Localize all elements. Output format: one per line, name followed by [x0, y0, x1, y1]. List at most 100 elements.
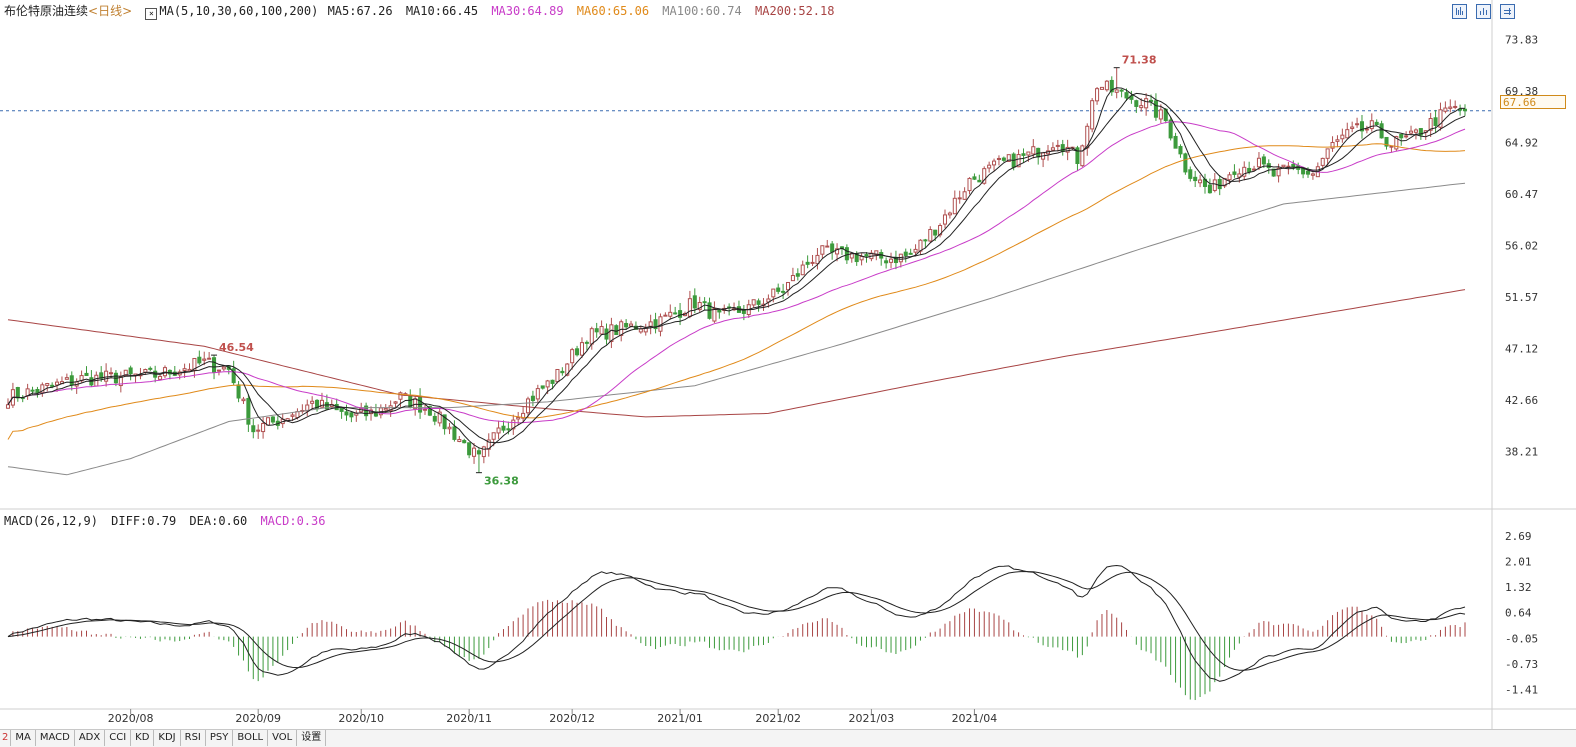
candle-body [197, 356, 202, 364]
candle-body [589, 328, 594, 345]
tab-vol[interactable]: VOL [268, 730, 298, 746]
candle-body [290, 414, 295, 417]
ma100-value: MA100:60.74 [662, 4, 742, 18]
month-label: 2020/09 [235, 712, 281, 725]
tab-adx[interactable]: ADX [75, 730, 106, 746]
candle-body [1428, 117, 1433, 131]
candle-body [579, 342, 584, 356]
candle-body [1247, 167, 1252, 173]
candle-body [123, 369, 128, 377]
tab-cci[interactable]: CCI [105, 730, 132, 746]
candle-body [108, 372, 114, 375]
tab-index[interactable]: 2 [0, 730, 12, 746]
candle-body [771, 288, 776, 298]
candle-body [45, 383, 50, 386]
zoom-in-icon[interactable] [1452, 4, 1467, 19]
candle-body [1026, 151, 1031, 156]
expand-icon[interactable] [1500, 4, 1516, 19]
ma60-line [7, 143, 1466, 440]
candle-body [501, 425, 506, 431]
candle-body [256, 429, 261, 432]
last-price-flag: 67.66 [1500, 95, 1566, 109]
candle-body [830, 243, 835, 253]
candle-body [202, 358, 207, 361]
candle-body [1168, 119, 1173, 139]
candle-body [1310, 173, 1315, 176]
candle-body [889, 258, 894, 263]
candle-body [648, 321, 653, 327]
tab-rsi[interactable]: RSI [181, 730, 206, 746]
candle-body [270, 416, 275, 423]
tab-ma[interactable]: MA [11, 730, 36, 746]
candle-body [69, 375, 74, 386]
tab-boll[interactable]: BOLL [233, 730, 269, 746]
candle-body [143, 369, 148, 373]
tab-settings[interactable]: 设置 [297, 730, 327, 746]
candle-body [383, 408, 388, 411]
candle-body [678, 310, 683, 318]
candle-body [55, 381, 60, 386]
candle-body [251, 425, 256, 433]
candle-body [241, 398, 246, 402]
candle-body [1080, 145, 1085, 167]
candle-body [187, 368, 192, 372]
price-tick-label: 51.57 [1505, 291, 1538, 304]
macd-tick-label: -1.41 [1505, 684, 1538, 697]
candle-body [1340, 134, 1345, 140]
candle-body [1369, 120, 1374, 130]
candle-body [1399, 134, 1404, 139]
instrument-title: 布伦特原油连续 [4, 4, 89, 18]
ma10-value: MA10:66.45 [405, 4, 479, 18]
zoom-out-icon[interactable] [1476, 4, 1492, 19]
candle-body [1227, 174, 1232, 181]
candle-body [1139, 105, 1144, 109]
candle-body [1438, 109, 1443, 128]
tab-kd[interactable]: KD [131, 730, 155, 746]
macd-tick-label: -0.05 [1505, 633, 1538, 646]
candle-body [50, 384, 55, 387]
ma60-value: MA60:65.06 [576, 4, 650, 18]
candle-body [609, 324, 614, 342]
price-tick-label: 47.12 [1505, 342, 1538, 355]
candle-body [1021, 153, 1026, 156]
candle-body [987, 164, 992, 169]
candle-body [1232, 171, 1237, 175]
candle-body [1075, 147, 1080, 164]
period-label[interactable]: <日线> [88, 4, 133, 18]
tab-macd[interactable]: MACD [36, 730, 75, 746]
candle-body [697, 302, 702, 311]
candle-body [1261, 156, 1266, 165]
tab-psy[interactable]: PSY [206, 730, 234, 746]
tab-kdj[interactable]: KDJ [154, 730, 181, 746]
candle-body [5, 404, 11, 409]
candle-body [575, 348, 580, 356]
ma-toggle-icon[interactable]: × [145, 8, 158, 20]
candle-body [550, 379, 555, 384]
candle-body [908, 252, 913, 255]
candle-body [1453, 105, 1458, 108]
candle-body [295, 411, 300, 419]
ma200-value: MA200:52.18 [755, 4, 835, 18]
month-label: 2020/11 [446, 712, 492, 725]
candle-body [525, 398, 531, 414]
candle-body [1158, 109, 1163, 120]
candle-body [638, 328, 643, 333]
candle-body [1413, 129, 1418, 133]
candle-body [442, 414, 447, 430]
candle-body [810, 261, 815, 264]
candle-body [1384, 136, 1389, 147]
candle-body [1050, 147, 1055, 151]
candle-body [942, 214, 948, 225]
candle-body [305, 404, 310, 412]
candle-body [952, 197, 957, 215]
candle-body [1207, 184, 1212, 194]
candle-body [64, 377, 69, 380]
macd-dea: DEA:0.60 [189, 514, 248, 528]
candle-body [1330, 141, 1335, 149]
candle-body [844, 247, 849, 261]
candle-body [1305, 170, 1311, 175]
candle-body [1335, 139, 1340, 142]
candle-body [545, 380, 550, 388]
candle-body [1242, 166, 1247, 177]
ma-legend: 布伦特原油连续<日线> × MA(5,10,30,60,100,200) MA5:… [4, 3, 840, 20]
